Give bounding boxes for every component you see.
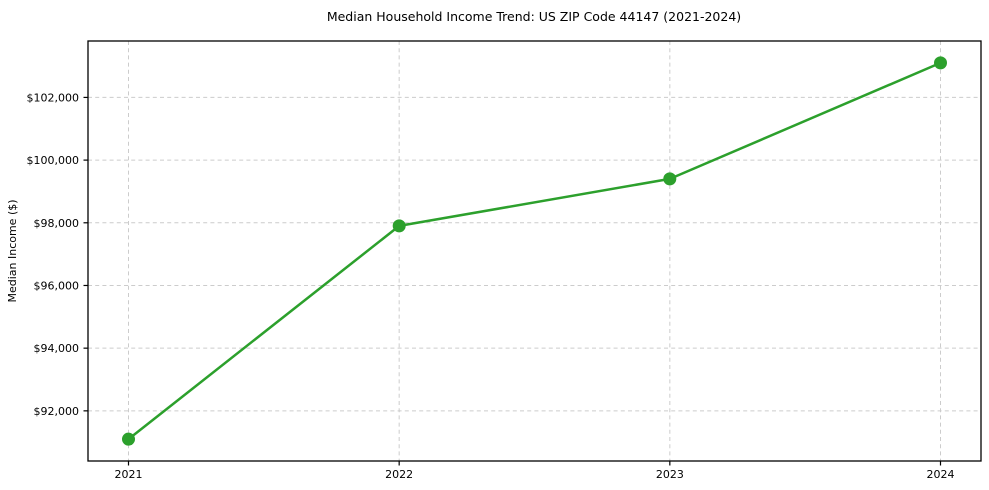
data-point-2024 bbox=[934, 56, 947, 70]
data-point-2021 bbox=[122, 432, 135, 446]
y-tick-label: $102,000 bbox=[27, 91, 80, 104]
x-tick-label: 2023 bbox=[656, 468, 684, 481]
y-tick-label: $94,000 bbox=[34, 342, 80, 355]
axis-ticks-group bbox=[83, 96, 942, 466]
y-tick-label: $96,000 bbox=[34, 279, 80, 292]
x-tick-label: 2022 bbox=[385, 468, 413, 481]
tick-labels-group: $92,000 $94,000 $96,000 $98,000 $100,000 $102… bbox=[27, 91, 955, 481]
data-point-2022 bbox=[392, 219, 406, 233]
y-tick-label: $92,000 bbox=[34, 405, 80, 418]
chart-title: Median Household Income Trend: US ZIP Co… bbox=[327, 9, 741, 24]
plot-border bbox=[87, 40, 982, 462]
y-tick-label: $100,000 bbox=[27, 154, 80, 167]
data-points-group bbox=[122, 56, 947, 446]
x-tick-label: 2024 bbox=[927, 468, 955, 481]
data-point-2023 bbox=[663, 172, 677, 186]
y-axis-label: Median Income ($) bbox=[6, 199, 19, 302]
gridlines-group bbox=[88, 41, 981, 461]
y-tick-label: $98,000 bbox=[34, 217, 80, 230]
trend-line bbox=[127, 61, 942, 441]
x-tick-label: 2021 bbox=[115, 468, 143, 481]
